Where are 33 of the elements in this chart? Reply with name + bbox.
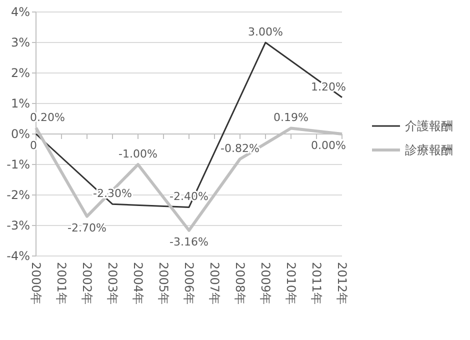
x-tick-label: 2005年 (156, 262, 170, 305)
x-tick-label: 2001年 (54, 262, 68, 305)
data-label: 3.00% (248, 26, 283, 38)
y-tick-label: -1% (6, 158, 30, 172)
legend-label: 診療報酬 (405, 143, 453, 158)
data-label: 0 (30, 139, 37, 152)
y-tick-label: 3% (10, 36, 30, 50)
y-tick-label: 2% (10, 66, 30, 80)
data-label: -3.16% (170, 235, 208, 248)
x-tick-label: 2008年 (232, 262, 247, 305)
data-label: -0.82% (220, 142, 260, 156)
x-tick-label: 2011年 (309, 262, 324, 305)
data-label: 0.00% (311, 139, 346, 152)
data-label: 0.20% (30, 110, 65, 124)
x-tick-label: 2006年 (182, 262, 196, 305)
x-tick-label: 2010年 (284, 262, 298, 305)
data-label: 0.19% (274, 111, 308, 124)
y-tick-label: -4% (6, 249, 30, 264)
x-tick-label: 2000年 (28, 262, 43, 305)
x-tick-label: 2004年 (130, 262, 145, 305)
y-tick-label: 4% (10, 5, 30, 20)
y-tick-label: 0% (10, 127, 30, 142)
x-tick-label: 2003年 (105, 262, 120, 305)
y-tick-label: -2% (6, 188, 30, 202)
legend-label: 介護報酬 (405, 119, 453, 134)
x-tick-label: 2007年 (207, 262, 222, 305)
data-label: -1.00% (118, 148, 158, 160)
x-tick-label: 2002年 (80, 262, 94, 305)
x-tick-label: 2009年 (258, 262, 272, 305)
x-tick-label: 2012年 (334, 262, 349, 305)
y-tick-label: 1% (10, 96, 30, 111)
data-label: -2.70% (68, 221, 106, 234)
y-tick-label: -3% (6, 218, 30, 233)
